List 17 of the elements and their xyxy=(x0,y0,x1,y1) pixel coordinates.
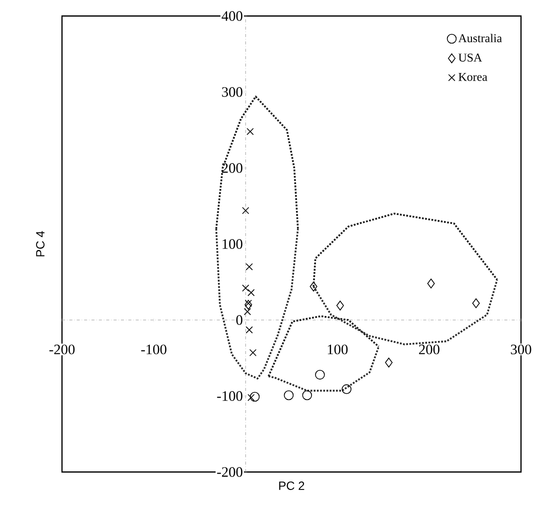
y-tick-label: 300 xyxy=(222,87,242,97)
y-tick-label: 0 xyxy=(236,315,242,325)
x-tick-label: 200 xyxy=(419,344,440,354)
x-tick-label: -200 xyxy=(49,344,75,354)
x-tick-label: 300 xyxy=(510,344,532,354)
y-tick-label: -200 xyxy=(217,467,242,477)
y-tick-label: 200 xyxy=(222,163,242,173)
x-axis-title: PC 2 xyxy=(279,482,304,490)
y-tick-label: 100 xyxy=(222,239,242,249)
legend-label: USA xyxy=(458,54,482,62)
x-tick-label: 100 xyxy=(328,344,348,354)
legend-label: Australia xyxy=(458,34,502,42)
legend-label: Korea xyxy=(458,72,488,81)
x-tick-label: -100 xyxy=(141,344,166,354)
y-axis-title: PC 4 xyxy=(36,231,45,256)
y-tick-label: -100 xyxy=(217,391,242,401)
y-tick-label: 400 xyxy=(222,11,242,21)
